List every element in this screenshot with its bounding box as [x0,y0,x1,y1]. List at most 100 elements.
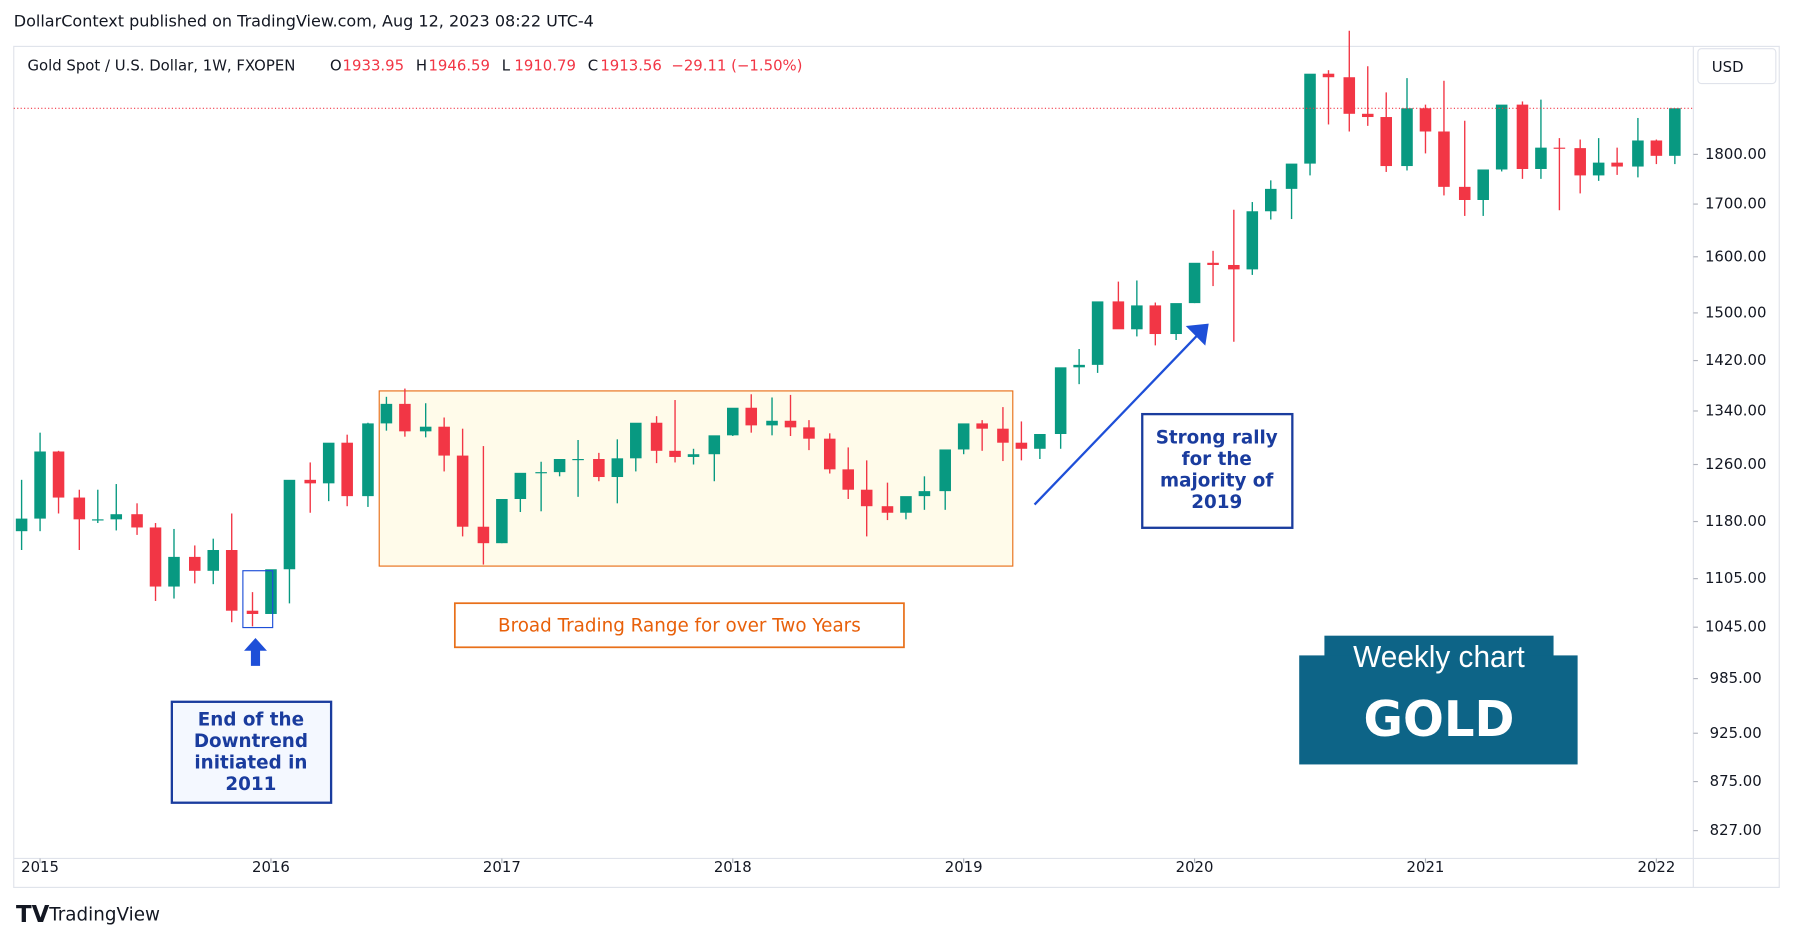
candle-body [593,459,605,478]
brand: TradingView [48,904,160,925]
candle-body [207,550,220,571]
candles [15,30,1681,627]
candle-body [362,423,374,497]
candle-body [803,427,815,439]
candle-body [496,498,508,544]
note-line: for the [1182,449,1252,470]
candle-body [572,459,584,461]
y-tick-label: 1600.00 [1705,247,1767,265]
y-tick-label: 1800.00 [1705,145,1767,163]
note-line: Strong rally [1156,427,1278,448]
candle-body [168,556,180,587]
candle-body [745,407,758,426]
x-tick-label: 2019 [945,858,983,876]
candle-body [514,472,527,499]
y-tick-label: 925.00 [1710,724,1762,742]
up-arrow [244,638,267,666]
currency: USD [1712,58,1744,76]
x-tick-label: 2021 [1407,858,1445,876]
badge-main-text: GOLD [1363,691,1514,747]
x-tick-label: 2018 [714,858,752,876]
candle-body [1361,113,1374,118]
y-tick-label: 1105.00 [1705,569,1767,587]
candle-body [1401,108,1413,167]
candle-body [322,442,335,484]
candle-body [477,526,490,544]
candle-body [1265,188,1277,212]
y-tick-label: 1500.00 [1705,303,1767,321]
candle-body [1188,262,1201,304]
candle-body [939,449,951,492]
currency-box [1697,48,1777,85]
candle-body [73,497,86,520]
badge-top-text: Weekly chart [1353,641,1525,674]
note-line: 2019 [1191,492,1242,513]
badge [1299,655,1578,765]
candle-body [1170,303,1182,335]
candle-body [1015,442,1028,449]
candle-body [1669,108,1681,156]
candle-body [1246,211,1259,270]
legend-change: −29.11 (−1.50%) [671,57,802,75]
candle-body [1380,117,1392,167]
candle-body [131,514,143,528]
candle-body [149,527,162,587]
candle-body [1419,108,1432,132]
candle-body [1477,169,1489,200]
candle-body [842,469,854,490]
candle-body [1458,186,1471,200]
note-line: 2011 [225,774,276,795]
note-line: majority of [1160,470,1274,491]
candle-body [784,420,797,428]
range-box [378,390,1014,567]
y-tick-label: 1260.00 [1705,455,1767,473]
candle-body [1574,148,1586,176]
candle-body [341,442,353,497]
candle-body [1343,77,1356,114]
candle-body [1650,140,1663,156]
y-tick-label: 985.00 [1710,669,1762,687]
candle-body [957,423,970,450]
note-line: End of the [198,709,304,730]
candle-body [1322,73,1335,78]
candle-body [1285,163,1298,189]
candle-body [766,420,778,426]
candle-body [918,491,931,497]
bottom-highlight [242,570,274,629]
legend-key: O [330,57,342,75]
x-tick-label: 2015 [21,858,59,876]
legend-value: 1913.56 [600,57,662,75]
range-label: Broad Trading Range for over Two Years [498,615,861,636]
y-tick-label: 1340.00 [1705,401,1767,419]
candle-body [92,519,104,521]
candle-body [265,569,277,614]
candle-body [823,438,836,470]
candle-body [438,426,450,456]
legend-value: 1933.95 [343,57,405,75]
x-tick-label: 2016 [252,858,290,876]
candle-body [881,506,894,513]
candle-body [1592,162,1605,176]
candle-body [1054,367,1067,434]
legend-key: H [416,57,427,75]
candle-body [1073,364,1085,368]
candle-body [1034,433,1046,449]
candle-body [1495,104,1508,170]
candle-body [1438,131,1450,187]
candle-body [976,423,988,429]
x-tick-label: 2017 [483,858,521,876]
legend-value: 1910.79 [514,57,576,75]
candle-body [34,451,46,519]
legend-key: L [502,57,511,75]
ohlc-legend: O 1933.95 H 1946.59 L 1910.79 C 1913.56 −29.11 (… [330,57,803,75]
candle-body [650,422,663,451]
candle-body [1149,305,1162,335]
candle-body [399,403,411,432]
note-line: Downtrend [194,731,308,752]
candle-body [900,496,912,513]
candle-body [1091,301,1104,365]
candle-body [1611,162,1623,167]
candle-body [1516,104,1529,169]
